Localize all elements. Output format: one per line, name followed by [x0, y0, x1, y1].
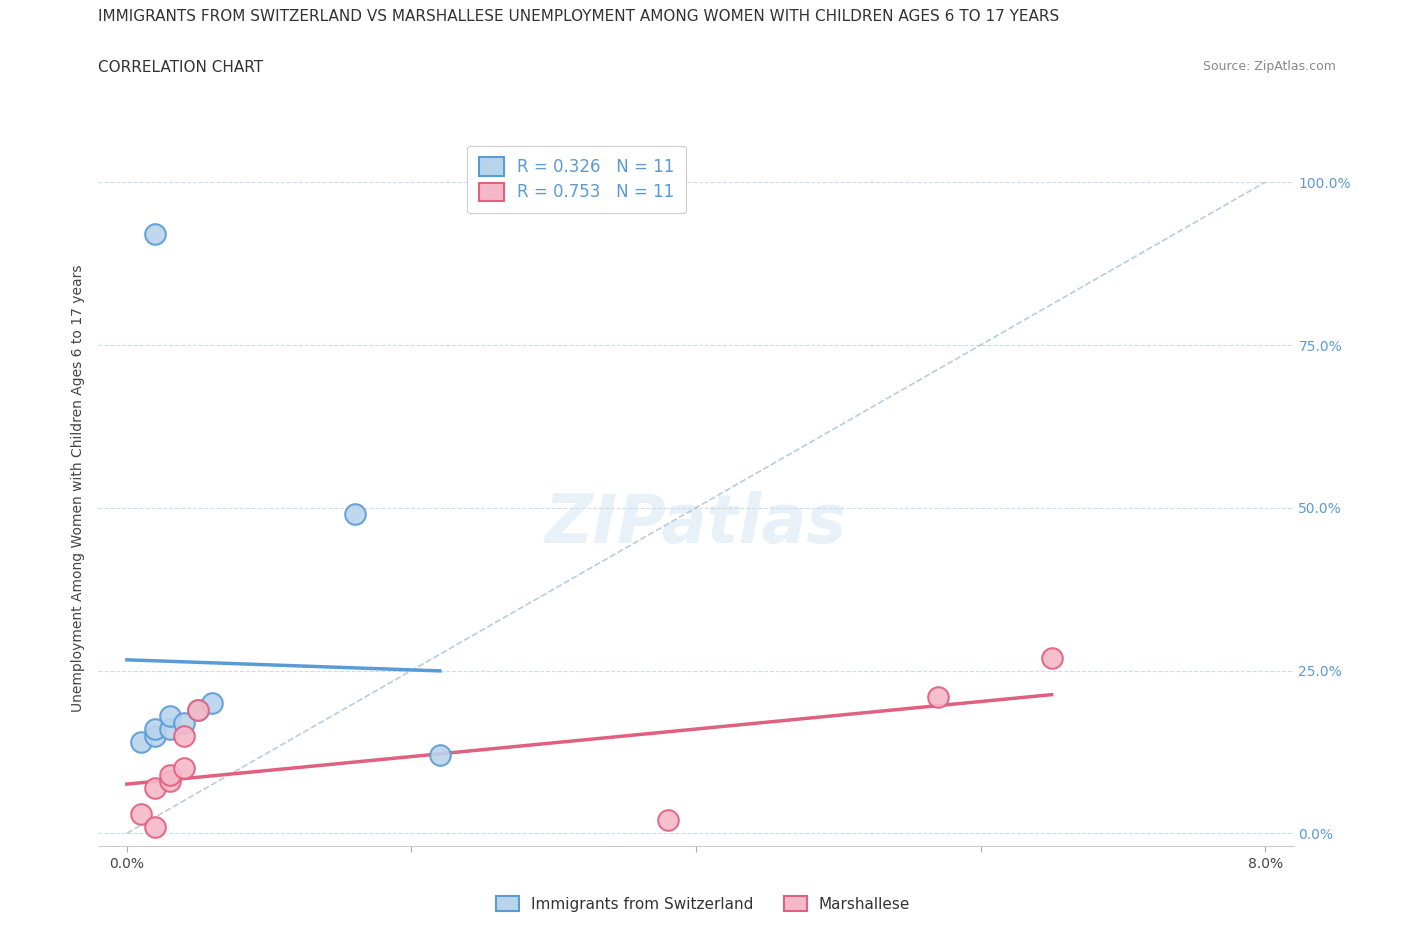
- Point: [143, 722, 166, 737]
- Text: IMMIGRANTS FROM SWITZERLAND VS MARSHALLESE UNEMPLOYMENT AMONG WOMEN WITH CHILDRE: IMMIGRANTS FROM SWITZERLAND VS MARSHALLE…: [98, 9, 1060, 24]
- Y-axis label: Unemployment Among Women with Children Ages 6 to 17 years: Unemployment Among Women with Children A…: [72, 264, 86, 712]
- Point: [173, 728, 195, 743]
- Point: [159, 774, 181, 789]
- Legend: Immigrants from Switzerland, Marshallese: Immigrants from Switzerland, Marshallese: [489, 889, 917, 918]
- Point: [657, 813, 679, 828]
- Text: Source: ZipAtlas.com: Source: ZipAtlas.com: [1202, 60, 1336, 73]
- Point: [159, 767, 181, 782]
- Point: [129, 735, 152, 750]
- Point: [187, 702, 209, 717]
- Point: [173, 715, 195, 730]
- Point: [343, 507, 366, 522]
- Point: [201, 696, 224, 711]
- Point: [1040, 650, 1063, 665]
- Point: [429, 748, 451, 763]
- Point: [143, 227, 166, 242]
- Point: [143, 819, 166, 834]
- Point: [927, 689, 949, 704]
- Point: [143, 780, 166, 795]
- Point: [129, 806, 152, 821]
- Text: ZIPatlas: ZIPatlas: [546, 491, 846, 557]
- Point: [159, 722, 181, 737]
- Point: [187, 702, 209, 717]
- Point: [143, 728, 166, 743]
- Point: [159, 709, 181, 724]
- Text: CORRELATION CHART: CORRELATION CHART: [98, 60, 263, 75]
- Legend: R = 0.326   N = 11, R = 0.753   N = 11: R = 0.326 N = 11, R = 0.753 N = 11: [467, 146, 686, 213]
- Point: [173, 761, 195, 776]
